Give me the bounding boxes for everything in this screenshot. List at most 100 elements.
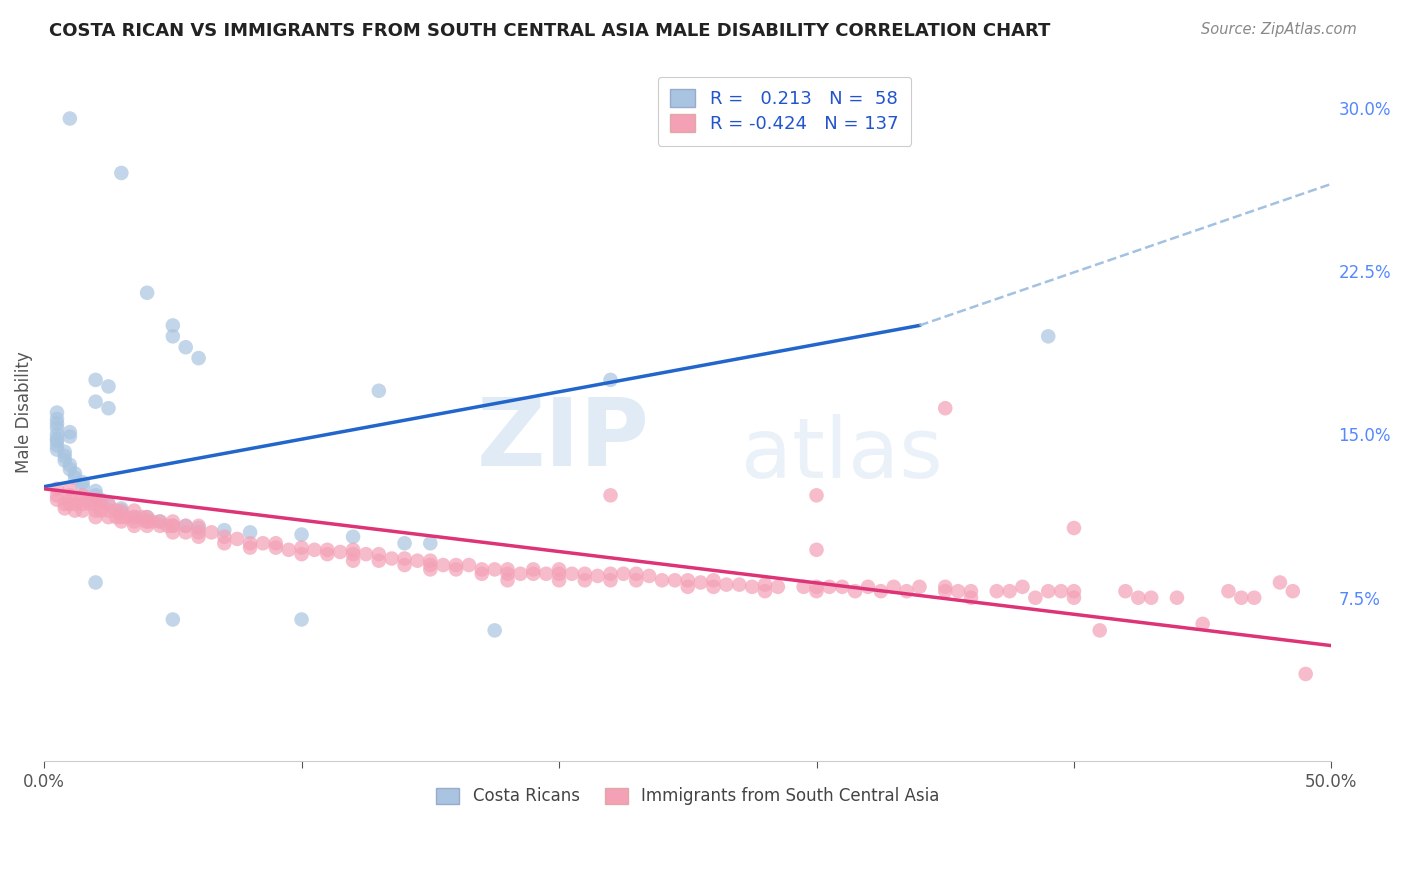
- Point: [72, 492, 94, 507]
- Point: [1114, 584, 1136, 599]
- Point: [367, 554, 389, 568]
- Point: [1088, 624, 1111, 638]
- Point: [79, 492, 101, 507]
- Point: [46, 427, 69, 442]
- Point: [806, 584, 828, 599]
- Point: [896, 584, 918, 599]
- Point: [626, 566, 648, 581]
- Point: [1063, 521, 1085, 535]
- Point: [367, 547, 389, 561]
- Point: [97, 401, 120, 416]
- Point: [110, 166, 132, 180]
- Point: [84, 373, 107, 387]
- Point: [46, 488, 69, 502]
- Point: [149, 515, 172, 529]
- Point: [46, 442, 69, 457]
- Point: [290, 541, 312, 555]
- Point: [548, 566, 571, 581]
- Point: [136, 285, 159, 300]
- Point: [46, 432, 69, 446]
- Point: [156, 519, 179, 533]
- Point: [522, 562, 544, 576]
- Point: [136, 515, 159, 529]
- Point: [1128, 591, 1150, 605]
- Point: [110, 510, 132, 524]
- Point: [46, 412, 69, 426]
- Point: [277, 542, 299, 557]
- Point: [122, 510, 145, 524]
- Point: [1230, 591, 1253, 605]
- Point: [97, 497, 120, 511]
- Point: [1050, 584, 1073, 599]
- Point: [63, 497, 86, 511]
- Point: [200, 525, 222, 540]
- Point: [290, 613, 312, 627]
- Point: [342, 542, 364, 557]
- Point: [59, 112, 82, 126]
- Text: atlas: atlas: [741, 414, 943, 495]
- Point: [702, 574, 724, 588]
- Point: [612, 566, 634, 581]
- Point: [174, 525, 197, 540]
- Point: [1063, 591, 1085, 605]
- Point: [53, 449, 76, 463]
- Point: [406, 554, 429, 568]
- Point: [960, 591, 983, 605]
- Point: [264, 536, 287, 550]
- Point: [162, 515, 184, 529]
- Point: [741, 580, 763, 594]
- Point: [214, 530, 236, 544]
- Point: [46, 438, 69, 452]
- Point: [934, 401, 956, 416]
- Point: [63, 471, 86, 485]
- Point: [394, 536, 416, 550]
- Point: [548, 574, 571, 588]
- Point: [90, 497, 112, 511]
- Point: [239, 536, 262, 550]
- Point: [342, 554, 364, 568]
- Point: [496, 562, 519, 576]
- Point: [586, 569, 609, 583]
- Point: [110, 503, 132, 517]
- Point: [484, 562, 506, 576]
- Point: [84, 575, 107, 590]
- Point: [1268, 575, 1291, 590]
- Point: [651, 574, 673, 588]
- Point: [754, 577, 776, 591]
- Point: [638, 569, 661, 583]
- Point: [59, 482, 82, 496]
- Point: [444, 558, 467, 572]
- Point: [136, 510, 159, 524]
- Point: [960, 584, 983, 599]
- Point: [676, 574, 699, 588]
- Point: [46, 434, 69, 448]
- Point: [110, 506, 132, 520]
- Point: [626, 574, 648, 588]
- Point: [187, 530, 209, 544]
- Point: [79, 497, 101, 511]
- Point: [187, 351, 209, 365]
- Point: [105, 510, 128, 524]
- Point: [53, 501, 76, 516]
- Point: [46, 417, 69, 431]
- Point: [316, 542, 339, 557]
- Point: [59, 429, 82, 443]
- Y-axis label: Male Disability: Male Disability: [15, 351, 32, 474]
- Point: [689, 575, 711, 590]
- Point: [53, 453, 76, 467]
- Text: ZIP: ZIP: [477, 394, 650, 486]
- Point: [986, 584, 1008, 599]
- Point: [908, 580, 931, 594]
- Point: [754, 584, 776, 599]
- Point: [162, 318, 184, 333]
- Point: [239, 541, 262, 555]
- Point: [136, 519, 159, 533]
- Point: [304, 542, 326, 557]
- Point: [59, 462, 82, 476]
- Point: [162, 519, 184, 533]
- Point: [84, 394, 107, 409]
- Point: [84, 510, 107, 524]
- Point: [394, 558, 416, 572]
- Point: [574, 574, 596, 588]
- Point: [484, 624, 506, 638]
